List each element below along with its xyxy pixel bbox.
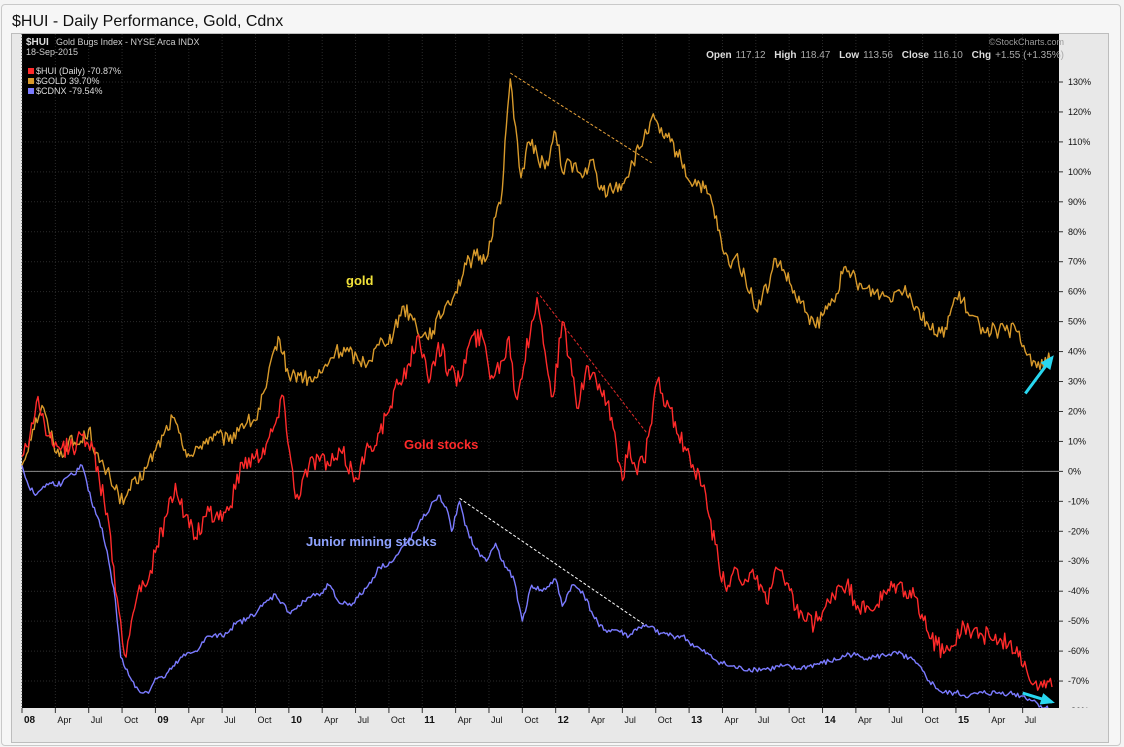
y-tick-label: -10% [1068,496,1089,506]
x-tick-label: Jul [758,715,770,725]
legend: $HUI (Daily) -70.87% $GOLD 39.70% $CDNX … [28,66,121,96]
chg-value: +1.55 (+1.35%) [995,50,1064,61]
legend-item-cdnx: $CDNX -79.54% [28,86,103,96]
x-tick-label: Apr [724,715,738,725]
y-axis: 130% 120% 110% 100% 90% 80% 70% 60% 50% 40% 30% 20%… [1059,34,1108,716]
high-value: 118.47 [801,50,831,61]
legend-swatch-hui [28,68,34,74]
annotation-arrows [1022,355,1055,705]
x-tick-label: Oct [791,715,806,725]
x-tick-label: Jul [358,715,370,725]
x-tick-label: Apr [858,715,872,725]
y-tick-label: 0% [1068,466,1081,476]
open-label: Open [706,50,732,61]
low-value: 113.56 [863,50,893,61]
x-axis: 08 Apr Jul Oct 09 Apr Jul Oct 10 Apr Jul Oct 11 Apr Ju… [12,708,1108,742]
x-tick-label: Oct [925,715,940,725]
x-tick-label: 15 [958,715,970,726]
x-tick-label: Oct [124,715,139,725]
close-value: 116.10 [933,50,963,61]
legend-swatch-cdnx [28,88,34,94]
y-tick-label: 60% [1068,287,1086,297]
y-tick-label: 80% [1068,227,1086,237]
series-line-cdnx [21,464,1053,712]
trendlines [459,72,653,625]
legend-item-gold: $GOLD 39.70% [28,76,100,86]
y-tick-label: 30% [1068,377,1086,387]
panel-title: $HUI - Daily Performance, Gold, Cdnx [12,13,284,30]
x-tick-label: Oct [257,715,272,725]
legend-label-gold: $GOLD 39.70% [36,76,100,86]
y-tick-label: 90% [1068,197,1086,207]
ohlc-readout: Open 117.12 High 118.47 Low 113.56 Close 116… [706,50,1064,61]
x-tick-label: Jul [891,715,903,725]
x-tick-label: Jul [91,715,103,725]
y-axis-background [1059,34,1108,708]
y-tick-label: 70% [1068,257,1086,267]
high-label: High [774,50,796,61]
x-tick-label: 13 [691,715,703,726]
series-line-gold [21,78,1053,505]
watermark: ©StockCharts.com [989,37,1064,47]
y-tick-label: 130% [1068,77,1091,87]
x-axis-background [12,708,1108,742]
close-label: Close [902,50,930,61]
x-tick-label: Oct [658,715,673,725]
x-tick-label: Apr [991,715,1005,725]
legend-item-hui: $HUI (Daily) -70.87% [28,66,121,76]
x-tick-label: 12 [558,715,570,726]
x-tick-label: 10 [291,715,303,726]
x-tick-label: Apr [458,715,472,725]
y-tick-label: 120% [1068,107,1091,117]
y-tick-label: 10% [1068,436,1086,446]
x-tick-label: Apr [324,715,338,725]
y-tick-label: 20% [1068,406,1086,416]
x-tick-label: 14 [825,715,837,726]
y-tick-label: -50% [1068,616,1089,626]
x-tick-label: 08 [24,715,36,726]
y-tick-label: -60% [1068,646,1089,656]
x-tick-label: 11 [424,715,435,726]
x-tick-label: Jul [224,715,236,725]
y-tick-label: 100% [1068,167,1091,177]
chg-label: Chg [972,50,991,61]
legend-label-hui: $HUI (Daily) -70.87% [36,66,121,76]
x-tick-label: Oct [524,715,539,725]
y-tick-label: 50% [1068,317,1086,327]
legend-swatch-gold [28,78,34,84]
y-tick-label: -30% [1068,556,1089,566]
x-tick-label: Apr [191,715,205,725]
x-tick-label: 09 [157,715,169,726]
x-tick-label: Oct [391,715,406,725]
y-tick-label: -70% [1068,676,1089,686]
index-description: Gold Bugs Index - NYSE Arca INDX [56,37,200,47]
series-lines [21,78,1053,712]
legend-label-cdnx: $CDNX -79.54% [36,86,103,96]
y-tick-label: 40% [1068,347,1086,357]
series-line-hui [21,297,1053,691]
performance-chart: 130%120%110%100%90%80%70%60%50%40%30%20%… [12,34,1108,742]
annotation-gold: gold [346,273,373,288]
trendline-2 [459,497,645,625]
y-tick-label: 110% [1068,137,1090,147]
y-tick-label: -40% [1068,586,1089,596]
open-value: 117.12 [736,50,766,61]
annotation-junior-mining: Junior mining stocks [306,534,437,549]
arrow-head-1 [1039,693,1055,705]
low-label: Low [839,50,859,61]
chart-area: 130% 120% 110% 100% 90% 80% 70% 60% 50% 40% 30% 20%… [11,33,1109,743]
plot-background [22,34,1069,708]
arrow-head-0 [1040,355,1054,370]
x-tick-label: Jul [1025,715,1037,725]
x-tick-label: Apr [591,715,605,725]
x-tick-label: Jul [624,715,636,725]
trendline-0 [510,72,653,164]
y-tick-label: -20% [1068,526,1089,536]
x-tick-label: Jul [491,715,503,725]
x-tick-label: Apr [57,715,71,725]
annotation-gold-stocks: Gold stocks [404,437,478,452]
symbol-label: $HUI [26,37,49,48]
date-label: 18-Sep-2015 [26,47,78,57]
